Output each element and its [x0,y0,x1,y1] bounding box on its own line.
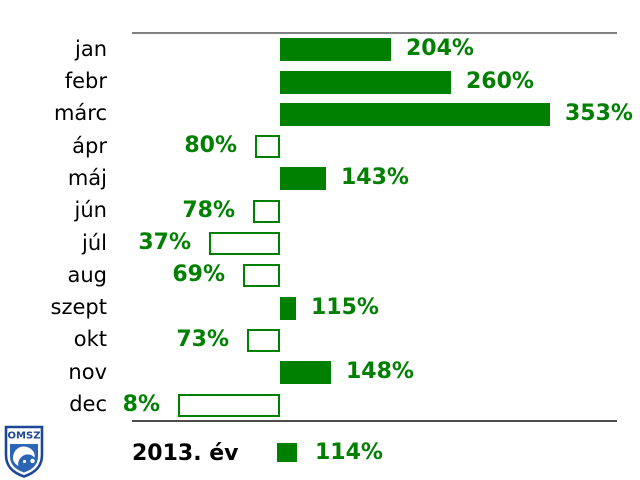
category-label: jan [74,36,107,61]
category-label: febr [64,69,107,93]
value-label: 204% [406,36,474,62]
category-label: júl [82,230,107,255]
axis-line-bottom [132,420,617,422]
value-label: 37% [138,230,191,255]
value-label: 69% [172,262,225,288]
value-label: 115% [311,294,379,320]
legend-value-label: 114% [315,440,383,465]
bar-máj [280,167,326,191]
bar-szept [280,296,296,320]
value-label: 148% [346,359,414,385]
logo-text: OMSZ [8,431,41,442]
bar-febr [280,70,451,94]
logo-wave-spray-dot [30,458,35,464]
value-label: 8% [122,391,160,417]
legend-year-label: 2013. év [132,441,239,466]
logo-wave-eye-dot [22,459,27,464]
bar-okt [247,328,280,352]
value-label: 80% [184,133,237,159]
bar-júl [209,232,280,255]
bar-dec [178,393,280,417]
bar-aug [243,264,280,288]
category-label: dec [69,392,107,416]
value-label: 353% [565,100,633,126]
axis-line-top [132,32,617,34]
category-label: nov [68,359,107,384]
bar-nov [280,361,331,385]
value-label: 260% [466,68,534,94]
value-label: 143% [341,165,409,191]
legend-swatch [277,443,297,462]
category-label: jún [74,198,107,223]
category-label: márc [53,101,107,126]
value-label: 78% [182,197,235,223]
bar-ápr [255,135,280,159]
category-label: máj [67,165,107,190]
omsz-logo: OMSZ [4,425,44,478]
category-label: aug [67,262,107,287]
category-label: ápr [72,133,107,158]
bar-jún [253,199,280,223]
bar-márc [280,102,550,126]
value-label: 73% [176,326,229,352]
bar-jan [280,38,391,62]
category-label: okt [73,327,107,352]
logo-wave-crest [12,446,35,466]
category-label: szept [50,295,107,320]
